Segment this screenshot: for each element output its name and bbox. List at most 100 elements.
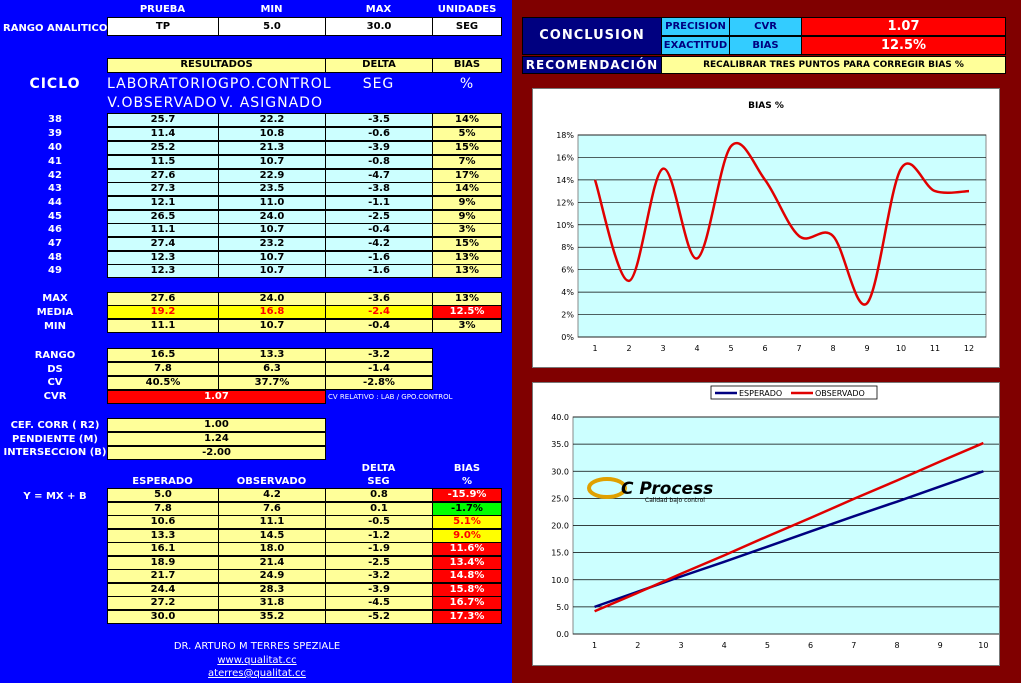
linear-delta[interactable]: -1.2 [325,528,433,543]
linear-esperado[interactable]: 24.4 [107,582,219,597]
max-gpo[interactable]: 24.0 [218,292,326,306]
rango-delta[interactable]: -3.2 [325,348,433,362]
cycle-bias[interactable]: 14% [432,113,502,127]
linear-delta[interactable]: 0.1 [325,501,433,516]
r2-value[interactable]: 1.00 [107,418,326,432]
linear-delta[interactable]: -4.5 [325,596,433,610]
linear-bias[interactable]: 17.3% [432,609,502,624]
max-lab[interactable]: 27.6 [107,292,219,306]
cycle-lab[interactable]: 12.3 [107,264,219,278]
prueba-cell[interactable]: TP [107,17,219,36]
linear-esperado[interactable]: 7.8 [107,501,219,516]
linear-esperado[interactable]: 16.1 [107,542,219,556]
cycle-bias[interactable]: 15% [432,237,502,251]
cycle-lab[interactable]: 26.5 [107,210,219,224]
media-lab[interactable]: 19.2 [107,305,219,319]
cycle-lab[interactable]: 25.2 [107,141,219,155]
interseccion-value[interactable]: -2.00 [107,446,326,460]
rango-lab[interactable]: 16.5 [107,348,219,362]
linear-bias[interactable]: 14.8% [432,569,502,583]
linear-esperado[interactable]: 10.6 [107,515,219,529]
rango-gpo[interactable]: 13.3 [218,348,326,362]
linear-observado[interactable]: 35.2 [218,609,326,624]
email-link[interactable]: aterres@qualitat.cc [208,668,306,679]
media-bias[interactable]: 12.5% [432,305,502,319]
cycle-delta[interactable]: -3.8 [325,182,433,196]
cycle-gpo[interactable]: 10.7 [218,251,326,265]
cycle-gpo[interactable]: 11.0 [218,196,326,210]
linear-observado[interactable]: 18.0 [218,542,326,556]
min-lab[interactable]: 11.1 [107,319,219,333]
min-bias[interactable]: 3% [432,319,502,333]
linear-observado[interactable]: 24.9 [218,569,326,583]
cycle-bias[interactable]: 14% [432,182,502,196]
linear-observado[interactable]: 31.8 [218,596,326,610]
min-delta[interactable]: -0.4 [325,319,433,333]
linear-delta[interactable]: -3.2 [325,569,433,583]
linear-bias[interactable]: 13.4% [432,555,502,570]
linear-bias[interactable]: 9.0% [432,528,502,543]
cycle-bias[interactable]: 7% [432,155,502,169]
linear-esperado[interactable]: 5.0 [107,488,219,502]
linear-esperado[interactable]: 18.9 [107,555,219,570]
cycle-gpo[interactable]: 10.7 [218,223,326,237]
cycle-delta[interactable]: -1.6 [325,251,433,265]
website-link[interactable]: www.qualitat.cc [217,655,297,666]
cycle-bias[interactable]: 9% [432,210,502,224]
cycle-lab[interactable]: 12.3 [107,251,219,265]
max-delta[interactable]: -3.6 [325,292,433,306]
cycle-lab[interactable]: 25.7 [107,113,219,127]
cycle-delta[interactable]: -4.7 [325,169,433,183]
cycle-lab[interactable]: 11.4 [107,127,219,141]
cycle-delta[interactable]: -2.5 [325,210,433,224]
min-cell[interactable]: 5.0 [218,17,326,36]
cv-lab[interactable]: 40.5% [107,376,219,390]
cycle-bias[interactable]: 9% [432,196,502,210]
cycle-gpo[interactable]: 21.3 [218,141,326,155]
linear-bias[interactable]: 16.7% [432,596,502,610]
linear-delta[interactable]: -1.9 [325,542,433,556]
unidades-cell[interactable]: SEG [432,17,502,36]
linear-bias[interactable]: 11.6% [432,542,502,556]
ds-gpo[interactable]: 6.3 [218,362,326,376]
cycle-delta[interactable]: -3.9 [325,141,433,155]
min-gpo[interactable]: 10.7 [218,319,326,333]
cycle-delta[interactable]: -1.1 [325,196,433,210]
linear-delta[interactable]: -0.5 [325,515,433,529]
cycle-delta[interactable]: -0.4 [325,223,433,237]
linear-observado[interactable]: 7.6 [218,501,326,516]
cycle-gpo[interactable]: 23.2 [218,237,326,251]
bias-result[interactable]: 12.5% [801,36,1006,55]
cycle-lab[interactable]: 27.3 [107,182,219,196]
linear-bias[interactable]: -15.9% [432,488,502,502]
linear-delta[interactable]: -3.9 [325,582,433,597]
cycle-delta[interactable]: -3.5 [325,113,433,127]
cycle-lab[interactable]: 27.6 [107,169,219,183]
cycle-gpo[interactable]: 22.9 [218,169,326,183]
cycle-bias[interactable]: 17% [432,169,502,183]
cycle-gpo[interactable]: 24.0 [218,210,326,224]
linear-observado[interactable]: 4.2 [218,488,326,502]
recomendacion-text[interactable]: RECALIBRAR TRES PUNTOS PARA CORREGIR BIA… [661,56,1006,74]
cv-delta[interactable]: -2.8% [325,376,433,390]
cycle-bias[interactable]: 13% [432,251,502,265]
cycle-delta[interactable]: -1.6 [325,264,433,278]
cycle-lab[interactable]: 11.5 [107,155,219,169]
cycle-gpo[interactable]: 10.7 [218,264,326,278]
media-delta[interactable]: -2.4 [325,305,433,319]
cycle-bias[interactable]: 5% [432,127,502,141]
cycle-delta[interactable]: -0.8 [325,155,433,169]
cycle-lab[interactable]: 11.1 [107,223,219,237]
max-cell[interactable]: 30.0 [325,17,433,36]
cycle-lab[interactable]: 27.4 [107,237,219,251]
cycle-delta[interactable]: -0.6 [325,127,433,141]
linear-bias[interactable]: 15.8% [432,582,502,597]
linear-bias[interactable]: -1.7% [432,501,502,516]
linear-delta[interactable]: -5.2 [325,609,433,624]
cycle-gpo[interactable]: 10.7 [218,155,326,169]
ds-lab[interactable]: 7.8 [107,362,219,376]
cycle-bias[interactable]: 15% [432,141,502,155]
pendiente-value[interactable]: 1.24 [107,432,326,446]
linear-observado[interactable]: 11.1 [218,515,326,529]
cvr-value[interactable]: 1.07 [107,390,326,404]
